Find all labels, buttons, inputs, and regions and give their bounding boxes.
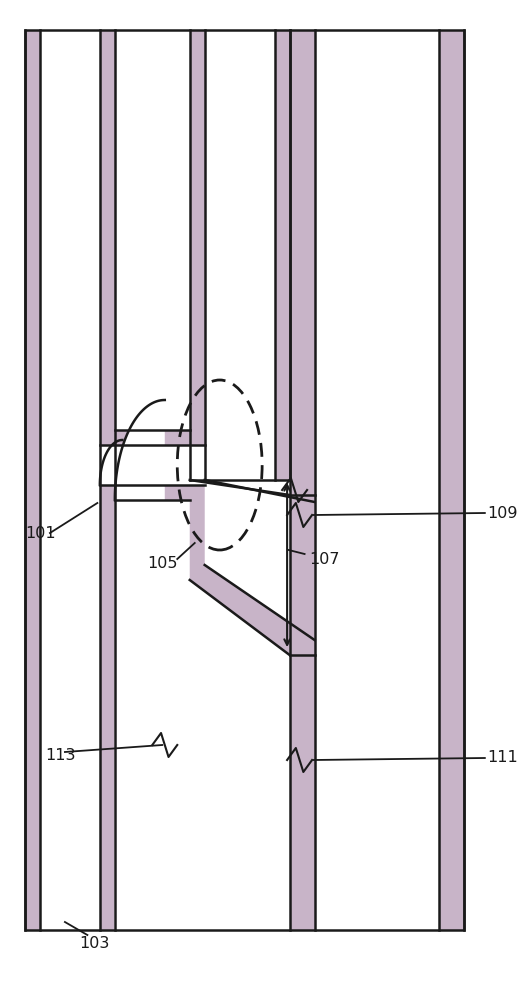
Polygon shape [190, 480, 290, 655]
Polygon shape [290, 30, 464, 930]
Polygon shape [205, 480, 315, 640]
Polygon shape [25, 30, 115, 930]
Text: 111: 111 [487, 750, 517, 766]
Text: 105: 105 [147, 556, 177, 570]
Text: 103: 103 [80, 936, 110, 950]
Polygon shape [100, 445, 205, 485]
Polygon shape [40, 30, 100, 930]
Polygon shape [205, 30, 275, 480]
Polygon shape [290, 495, 315, 655]
Text: 113: 113 [45, 748, 75, 762]
Polygon shape [190, 30, 290, 480]
Bar [25, 30, 464, 930]
Polygon shape [315, 30, 439, 930]
Polygon shape [115, 430, 190, 500]
Text: 107: 107 [309, 552, 340, 568]
Text: 101: 101 [25, 526, 56, 540]
Text: 109: 109 [487, 506, 517, 520]
Polygon shape [114, 400, 165, 930]
